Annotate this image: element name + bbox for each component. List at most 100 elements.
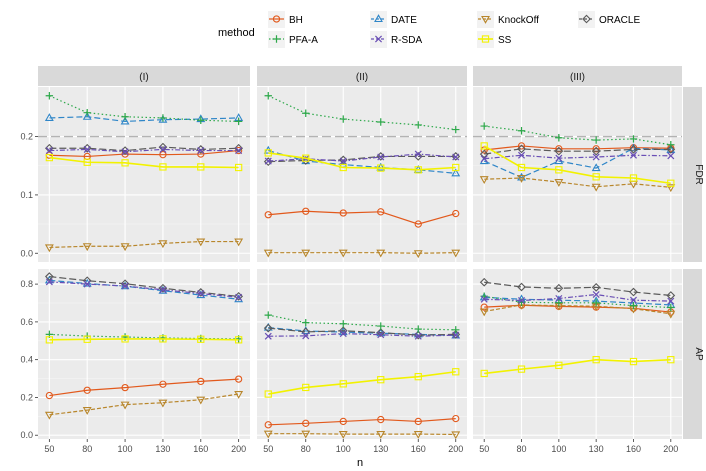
point-knockoff-200	[451, 431, 461, 440]
series-pfa-a	[264, 311, 460, 334]
point-bh-50	[264, 421, 272, 429]
point-r-sda-50	[480, 155, 488, 163]
point-bh-100	[121, 383, 129, 392]
point-oracle-160	[413, 152, 423, 161]
series-ss	[480, 356, 675, 378]
point-knockoff-100	[554, 179, 564, 187]
point-knockoff-130	[158, 399, 168, 408]
line-date	[483, 147, 671, 179]
line-r-sda	[49, 281, 239, 298]
x-tick-label-i-160: 160	[193, 444, 208, 454]
point-bh-80	[83, 386, 91, 394]
point-pfa-a-200	[234, 117, 243, 126]
point-knockoff-100	[338, 431, 348, 439]
legend: method BH DATE KnockOff ORACLE PFA-A R-SDA SS	[218, 11, 640, 48]
legend-entry-ss: SS	[477, 31, 512, 48]
panel-background	[38, 87, 250, 262]
legend-label-bh: BH	[289, 15, 303, 26]
point-knockoff-50	[263, 249, 273, 258]
y-tick-label-ap-2: 0.4	[20, 355, 33, 365]
point-ss-100	[339, 163, 347, 172]
point-ss-100	[121, 159, 129, 167]
strip-label-col-i: (I)	[139, 72, 148, 83]
point-r-sda-80	[302, 332, 310, 340]
legend-key-marker	[272, 15, 281, 23]
point-knockoff-80	[517, 174, 526, 183]
point-ss-200	[234, 163, 243, 172]
y-tick-label-ap-4: 0.8	[20, 279, 33, 289]
point-oracle-50	[263, 323, 273, 333]
point-bh-50	[480, 146, 488, 154]
point-ss-80	[517, 163, 526, 172]
legend-label-oracle: ORACLE	[599, 15, 640, 26]
point-oracle-100	[120, 279, 130, 289]
point-r-sda-130	[377, 331, 385, 339]
point-r-sda-100	[121, 282, 129, 290]
point-pfa-a-160	[414, 121, 422, 129]
series-knockoff	[44, 390, 244, 420]
point-pfa-a-80	[83, 108, 91, 117]
x-tick-label-i-130: 130	[155, 444, 170, 454]
point-ss-130	[377, 164, 385, 172]
facet-panels	[38, 87, 682, 440]
point-r-sda-80	[517, 297, 526, 305]
line-ss	[49, 156, 239, 169]
point-knockoff-80	[82, 407, 92, 415]
point-r-sda-160	[197, 290, 205, 298]
point-r-sda-160	[414, 332, 422, 340]
line-bh	[49, 378, 239, 397]
point-pfa-a-100	[339, 115, 347, 123]
legend-label-date: DATE	[391, 15, 417, 26]
legend-label-r-sda: R-SDA	[391, 35, 422, 46]
point-ss-160	[414, 166, 422, 174]
legend-label-pfa-a: PFA-A	[289, 35, 318, 46]
point-bh-160	[197, 377, 205, 386]
point-r-sda-80	[83, 280, 91, 288]
point-oracle-130	[158, 142, 168, 152]
point-bh-160	[414, 220, 422, 228]
point-bh-80	[517, 142, 526, 150]
point-oracle-130	[591, 282, 601, 292]
point-pfa-a-130	[592, 136, 600, 144]
point-knockoff-100	[120, 401, 130, 410]
point-r-sda-160	[197, 147, 205, 155]
point-oracle-50	[44, 272, 54, 281]
point-ss-100	[339, 380, 347, 388]
line-ss	[268, 370, 456, 395]
point-ss-200	[452, 163, 460, 172]
point-pfa-a-100	[555, 299, 563, 307]
legend-entry-date: DATE	[370, 11, 417, 28]
point-r-sda-160	[629, 296, 638, 304]
point-ss-200	[667, 356, 675, 364]
strip-label-col-iii: (III)	[570, 72, 585, 83]
point-pfa-a-200	[667, 303, 675, 312]
point-knockoff-100	[120, 243, 130, 252]
point-ss-100	[121, 335, 129, 343]
point-pfa-a-50	[264, 92, 272, 100]
point-bh-200	[452, 414, 460, 423]
point-bh-50	[264, 211, 272, 219]
point-date-80	[82, 111, 92, 120]
point-knockoff-50	[479, 176, 489, 184]
line-pfa-a	[268, 314, 456, 331]
point-oracle-200	[666, 291, 676, 300]
x-tick-label-i-80: 80	[82, 444, 92, 454]
point-date-80	[517, 172, 526, 181]
line-ss	[483, 145, 671, 185]
line-oracle	[484, 281, 671, 297]
point-knockoff-100	[338, 249, 348, 258]
legend-key-marker	[481, 35, 490, 43]
panel-ap-i	[38, 269, 250, 439]
x-tick-label-ii-100: 100	[336, 444, 351, 454]
point-ss-100	[555, 361, 563, 369]
line-pfa-a	[484, 125, 671, 146]
point-knockoff-160	[196, 238, 206, 247]
legend-entry-oracle: ORACLE	[578, 11, 640, 28]
point-bh-160	[414, 417, 422, 426]
point-pfa-a-200	[667, 141, 675, 149]
series-pfa-a	[45, 92, 243, 126]
legend-entry-bh: BH	[268, 11, 303, 28]
point-knockoff-50	[44, 244, 54, 253]
point-r-sda-200	[452, 331, 460, 339]
point-pfa-a-200	[452, 125, 460, 134]
